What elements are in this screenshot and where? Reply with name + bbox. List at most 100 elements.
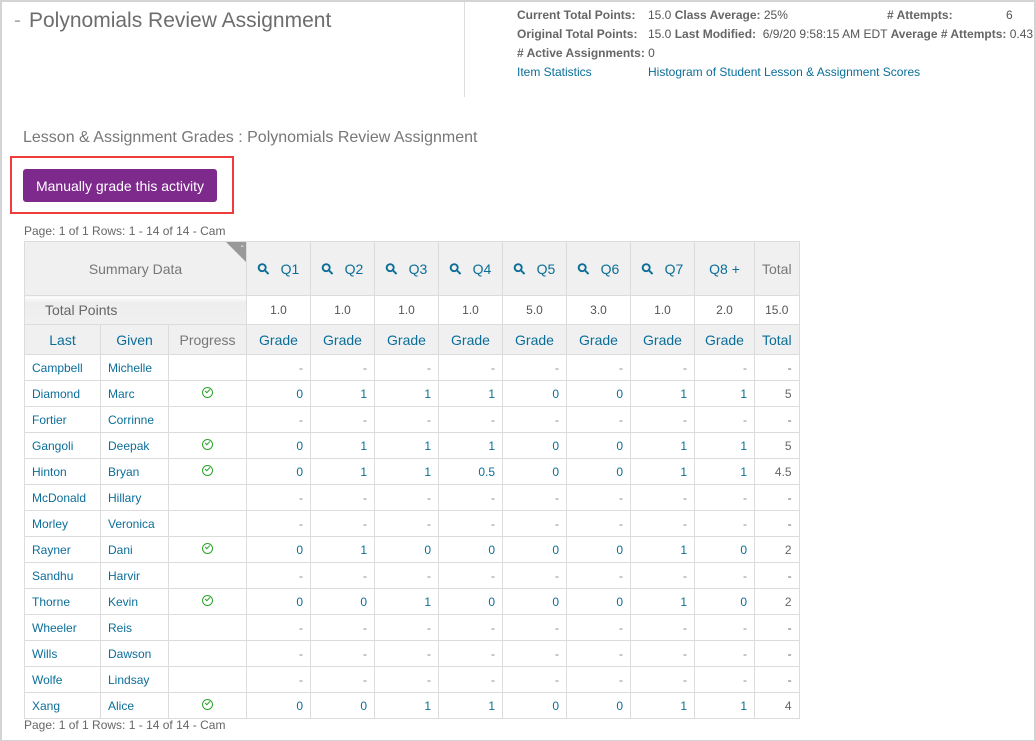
- student-given-name[interactable]: Michelle: [100, 354, 169, 381]
- grade-cell[interactable]: 1: [374, 588, 439, 615]
- question-header-4[interactable]: ⚲ Q4: [438, 241, 503, 296]
- grade-cell[interactable]: 0: [502, 380, 567, 407]
- student-last-name[interactable]: Hinton: [24, 458, 101, 485]
- student-last-name[interactable]: McDonald: [24, 484, 101, 511]
- grade-cell[interactable]: 1: [630, 692, 695, 719]
- grade-cell[interactable]: 1: [694, 692, 755, 719]
- student-last-name[interactable]: Morley: [24, 510, 101, 537]
- magnifier-icon[interactable]: ⚲: [381, 258, 402, 279]
- grade-cell[interactable]: 1: [310, 432, 375, 459]
- grade-cell[interactable]: 1: [310, 536, 375, 563]
- student-given-name[interactable]: Alice: [100, 692, 169, 719]
- student-given-name[interactable]: Reis: [100, 614, 169, 641]
- student-last-name[interactable]: Sandhu: [24, 562, 101, 589]
- student-last-name[interactable]: Fortier: [24, 406, 101, 433]
- grade-cell[interactable]: 1: [310, 458, 375, 485]
- student-last-name[interactable]: Diamond: [24, 380, 101, 407]
- student-last-name[interactable]: Wheeler: [24, 614, 101, 641]
- grade-cell[interactable]: 0: [246, 380, 311, 407]
- magnifier-icon[interactable]: ⚲: [637, 258, 658, 279]
- grade-cell[interactable]: 0: [502, 432, 567, 459]
- grade-cell[interactable]: 1: [630, 536, 695, 563]
- grade-cell[interactable]: 0: [566, 536, 631, 563]
- column-grade[interactable]: Grade: [310, 324, 375, 355]
- magnifier-icon[interactable]: ⚲: [253, 258, 274, 279]
- magnifier-icon[interactable]: ⚲: [573, 258, 594, 279]
- grade-cell[interactable]: 1: [374, 432, 439, 459]
- question-header-7[interactable]: ⚲ Q7: [630, 241, 695, 296]
- grade-cell[interactable]: 1: [438, 380, 503, 407]
- grade-cell[interactable]: 1: [694, 380, 755, 407]
- grade-cell[interactable]: 0: [246, 588, 311, 615]
- grade-cell[interactable]: 0: [246, 432, 311, 459]
- column-given[interactable]: Given: [100, 324, 169, 355]
- student-given-name[interactable]: Dani: [100, 536, 169, 563]
- grade-cell[interactable]: 1: [374, 458, 439, 485]
- column-grade[interactable]: Grade: [566, 324, 631, 355]
- grade-cell[interactable]: 1: [310, 380, 375, 407]
- column-last[interactable]: Last: [24, 324, 101, 355]
- student-given-name[interactable]: Hillary: [100, 484, 169, 511]
- student-last-name[interactable]: Rayner: [24, 536, 101, 563]
- column-grade[interactable]: Grade: [694, 324, 755, 355]
- grade-cell[interactable]: 1: [630, 432, 695, 459]
- question-header-5[interactable]: ⚲ Q5: [502, 241, 567, 296]
- grade-cell[interactable]: 1: [374, 380, 439, 407]
- student-given-name[interactable]: Veronica: [100, 510, 169, 537]
- grade-cell[interactable]: 0: [566, 588, 631, 615]
- collapse-corner[interactable]: -: [226, 241, 246, 262]
- grade-cell[interactable]: 0: [566, 692, 631, 719]
- grade-cell[interactable]: 0: [502, 536, 567, 563]
- grade-cell[interactable]: 0: [502, 458, 567, 485]
- grade-cell[interactable]: 0: [502, 692, 567, 719]
- question-header-8[interactable]: Q8 +: [694, 241, 755, 296]
- grade-cell[interactable]: 0: [566, 380, 631, 407]
- student-given-name[interactable]: Marc: [100, 380, 169, 407]
- grade-cell[interactable]: 1: [630, 380, 695, 407]
- student-last-name[interactable]: Wills: [24, 640, 101, 667]
- grade-cell[interactable]: 0: [566, 432, 631, 459]
- column-grade[interactable]: Grade: [502, 324, 567, 355]
- grade-cell[interactable]: 0: [694, 536, 755, 563]
- grade-cell[interactable]: 0: [566, 458, 631, 485]
- collapse-toggle[interactable]: -: [14, 9, 21, 32]
- column-grade[interactable]: Grade: [630, 324, 695, 355]
- student-given-name[interactable]: Corrinne: [100, 406, 169, 433]
- column-grade[interactable]: Grade: [374, 324, 439, 355]
- grade-cell[interactable]: 0: [310, 588, 375, 615]
- column-grade[interactable]: Grade: [246, 324, 311, 355]
- student-last-name[interactable]: Gangoli: [24, 432, 101, 459]
- grade-cell[interactable]: 0: [310, 692, 375, 719]
- grade-cell[interactable]: 0: [246, 692, 311, 719]
- grade-cell[interactable]: 0.5: [438, 458, 503, 485]
- question-header-3[interactable]: ⚲ Q3: [374, 241, 439, 296]
- question-header-2[interactable]: ⚲ Q2: [310, 241, 375, 296]
- student-given-name[interactable]: Lindsay: [100, 666, 169, 693]
- magnifier-icon[interactable]: ⚲: [445, 258, 466, 279]
- grade-cell[interactable]: 1: [630, 458, 695, 485]
- grade-cell[interactable]: 1: [694, 458, 755, 485]
- histogram-link[interactable]: Histogram of Student Lesson & Assignment…: [648, 65, 921, 79]
- item-statistics-link[interactable]: Item Statistics: [517, 65, 592, 79]
- grade-cell[interactable]: 1: [694, 432, 755, 459]
- student-given-name[interactable]: Deepak: [100, 432, 169, 459]
- grade-cell[interactable]: 1: [374, 692, 439, 719]
- grade-cell[interactable]: 0: [374, 536, 439, 563]
- manually-grade-button[interactable]: Manually grade this activity: [23, 169, 217, 202]
- student-given-name[interactable]: Bryan: [100, 458, 169, 485]
- grade-cell[interactable]: 1: [438, 692, 503, 719]
- question-header-1[interactable]: ⚲ Q1: [246, 241, 311, 296]
- grade-cell[interactable]: 0: [502, 588, 567, 615]
- grade-cell[interactable]: 0: [438, 588, 503, 615]
- grade-cell[interactable]: 0: [438, 536, 503, 563]
- magnifier-icon[interactable]: ⚲: [317, 258, 338, 279]
- student-last-name[interactable]: Wolfe: [24, 666, 101, 693]
- column-total[interactable]: Total: [754, 324, 800, 355]
- student-given-name[interactable]: Dawson: [100, 640, 169, 667]
- student-last-name[interactable]: Thorne: [24, 588, 101, 615]
- grade-cell[interactable]: 0: [246, 536, 311, 563]
- grade-cell[interactable]: 0: [246, 458, 311, 485]
- magnifier-icon[interactable]: ⚲: [509, 258, 530, 279]
- column-grade[interactable]: Grade: [438, 324, 503, 355]
- student-given-name[interactable]: Kevin: [100, 588, 169, 615]
